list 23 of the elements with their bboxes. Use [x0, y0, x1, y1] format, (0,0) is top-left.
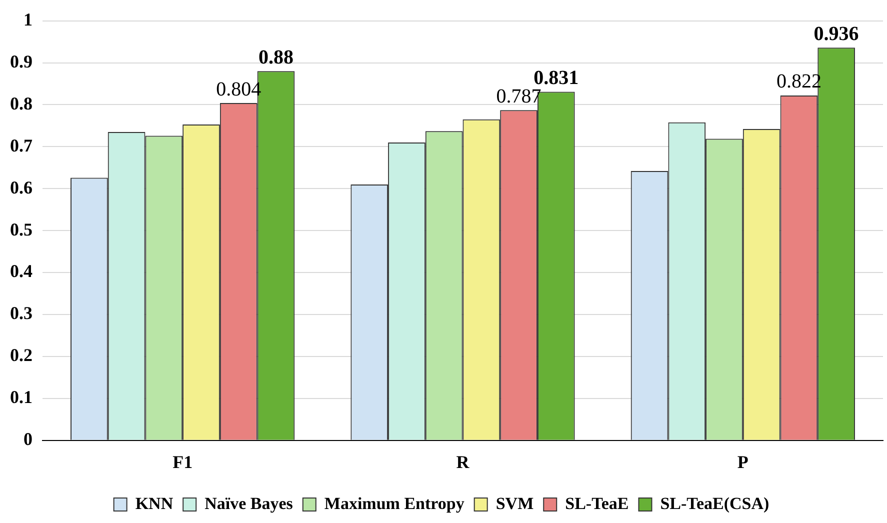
legend-label: Naïve Bayes [204, 494, 294, 513]
data-label: 0.936 [814, 22, 859, 45]
x-tick-label: F1 [172, 452, 193, 472]
legend-label: SL-TeaE(CSA) [660, 494, 770, 513]
data-label: 0.831 [534, 66, 579, 89]
y-tick-label: 0.4 [10, 261, 32, 282]
y-tick-label: 0 [24, 429, 32, 450]
x-tick-label: R [456, 452, 470, 472]
y-tick-label: 0.6 [10, 177, 32, 198]
legend-label: KNN [135, 494, 174, 513]
y-tick-label: 0.2 [10, 345, 32, 366]
y-tick-label: 0.5 [10, 219, 32, 240]
y-tick-label: 0.3 [10, 303, 32, 324]
y-tick-label: 1 [24, 9, 32, 30]
data-label: 0.88 [258, 46, 294, 68]
y-tick-label: 0.7 [10, 135, 32, 156]
legend-label: SL-TeaE [565, 494, 629, 513]
y-tick-label: 0.1 [10, 387, 32, 408]
legend-label: Maximum Entropy [324, 494, 465, 513]
legend-label: SVM [496, 494, 534, 513]
y-tick-label: 0.9 [10, 51, 32, 72]
y-tick-label: 0.8 [10, 93, 32, 114]
x-tick-label: P [737, 452, 748, 472]
